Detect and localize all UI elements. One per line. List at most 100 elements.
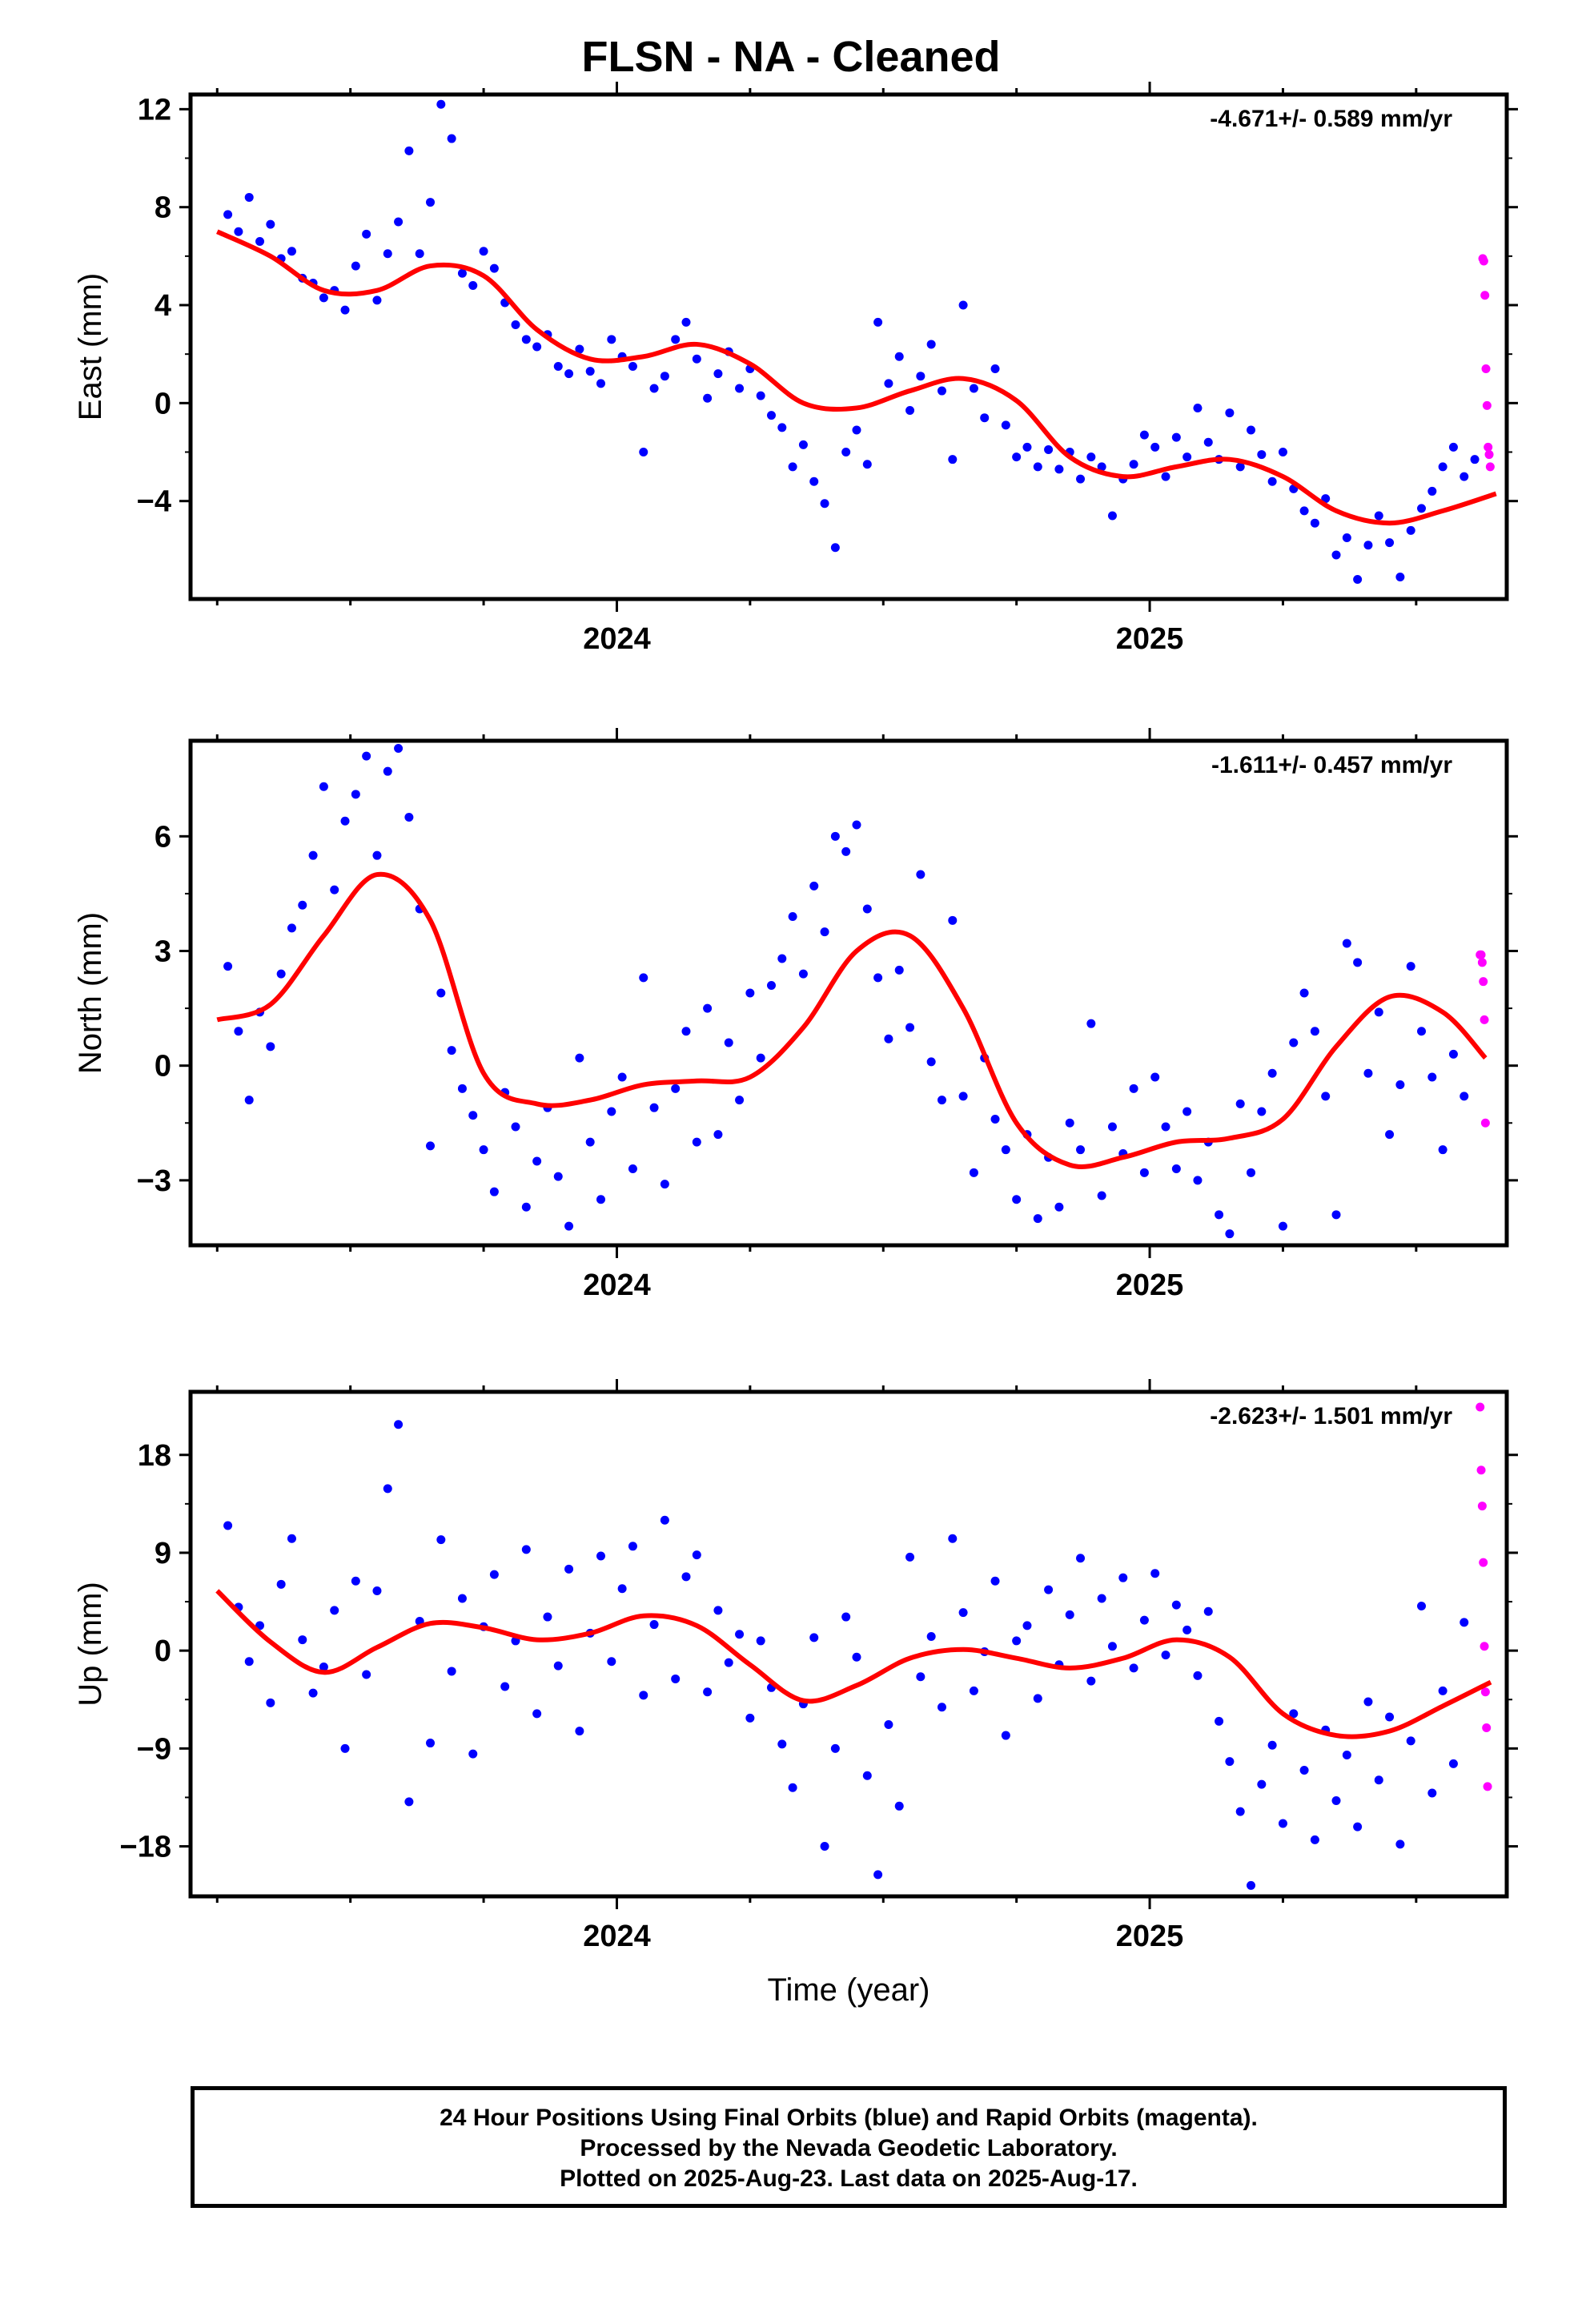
up-ytick-label-3: −9 [137,1732,171,1766]
up-frame [188,1389,1509,1899]
up-final-point-108 [1374,1775,1383,1785]
north-ytick-label-0: 6 [155,820,171,854]
north-final-point-46 [713,1130,723,1140]
east-final-point-85 [1129,460,1138,469]
north-final-point-54 [798,969,808,979]
east-final-point-116 [1460,472,1469,481]
east-final-point-11 [340,305,350,315]
east-final-point-64 [905,406,915,416]
east-final-point-91 [1193,403,1203,412]
east-final-point-48 [735,384,745,393]
up-model-curve [215,1589,1492,1739]
east-final-point-98 [1267,476,1277,486]
east-final-point-53 [788,462,797,472]
up-final-point-14 [372,1586,382,1595]
east-ytick-label-1: 8 [155,191,171,225]
north-final-point-65 [916,870,926,879]
north-final-point-89 [1171,1164,1181,1174]
up-final-point-36 [607,1657,616,1667]
north-final-point-1 [234,1027,243,1036]
up-final-point-100 [1289,1709,1299,1719]
north-final-point-59 [852,820,861,830]
north-final-point-22 [457,1084,467,1093]
east-final-point-90 [1182,452,1192,462]
up-final-point-22 [457,1594,467,1603]
north-final-point-49 [745,988,755,998]
up-final-point-92 [1203,1606,1213,1616]
up-final-point-110 [1395,1839,1405,1849]
up-final-point-94 [1225,1757,1235,1767]
east-final-point-76 [1033,462,1042,472]
up-final-point-26 [500,1682,510,1691]
up-final-point-84 [1118,1573,1128,1582]
up-final-point-16 [394,1420,404,1429]
north-final-point-60 [862,904,872,914]
east-final-point-50 [756,391,765,400]
up-final-point-101 [1299,1766,1309,1775]
east-final-point-0 [223,210,233,219]
up-final-point-49 [745,1713,755,1723]
up-final-point-87 [1150,1569,1160,1578]
up-final-point-111 [1406,1736,1415,1746]
north-final-point-111 [1406,962,1415,971]
east-data-layer [216,99,1497,585]
east-rapid-point-4 [1482,400,1492,410]
east-final-point-101 [1299,506,1309,516]
up-final-point-42 [671,1674,681,1683]
up-final-point-30 [543,1612,552,1622]
up-final-point-90 [1182,1625,1192,1634]
up-xtick-label-0: 2024 [583,1920,651,1953]
east-final-point-20 [436,99,446,109]
up-final-point-46 [713,1606,723,1615]
up-final-point-40 [649,1620,659,1630]
east-final-point-95 [1235,462,1245,472]
up-panel: 18 9 0 −9 −18 2024 2025 Up (mm) Time (year) -2.62… [73,1379,1518,2008]
north-model-curve [216,871,1488,1169]
north-final-point-37 [617,1072,627,1082]
footer-box: 24 Hour Positions Using Final Orbits (bl… [191,2086,1507,2208]
north-final-point-108 [1374,1007,1383,1017]
north-ylabel: North (mm) [73,912,108,1074]
up-final-point-115 [1448,1759,1458,1768]
north-final-point-91 [1193,1176,1203,1185]
north-final-point-52 [777,954,787,963]
east-final-point-19 [426,198,436,207]
up-final-point-73 [1001,1731,1010,1740]
up-final-point-13 [362,1670,371,1679]
up-rapid-point-1 [1476,1466,1486,1475]
north-final-point-66 [926,1057,936,1067]
north-final-point-6 [287,923,296,933]
east-final-point-4 [266,219,275,229]
east-final-point-2 [244,192,254,202]
up-final-point-77 [1044,1585,1054,1594]
north-final-point-51 [766,980,776,990]
up-final-point-44 [692,1550,701,1560]
up-final-point-31 [553,1661,563,1671]
up-final-point-74 [1012,1636,1022,1646]
east-final-point-43 [681,317,691,327]
up-final-point-9 [319,1663,328,1672]
east-final-point-45 [703,393,713,403]
up-final-point-89 [1171,1600,1181,1610]
east-final-point-42 [671,335,681,344]
east-rapid-point-5 [1484,442,1493,452]
north-final-point-47 [724,1038,733,1047]
up-data-layer [215,1402,1492,1890]
north-final-point-85 [1129,1084,1138,1093]
up-final-point-109 [1385,1712,1395,1722]
north-final-point-113 [1427,1072,1437,1082]
up-xtick-label-1: 2025 [1116,1920,1184,1953]
east-ytick-label-0: 12 [138,93,171,127]
up-rapid-point-6 [1482,1723,1492,1733]
up-final-point-75 [1022,1621,1032,1630]
up-final-point-76 [1033,1694,1042,1703]
north-rapid-point-5 [1480,1118,1490,1128]
east-final-point-80 [1076,474,1086,484]
up-rapid-point-2 [1477,1502,1487,1511]
east-final-point-58 [841,448,851,457]
north-final-point-33 [575,1053,584,1063]
chart-title: FLSN - NA - Cleaned [581,33,1001,81]
east-final-point-59 [852,425,861,435]
north-final-point-35 [596,1195,606,1204]
up-final-point-45 [703,1687,713,1697]
